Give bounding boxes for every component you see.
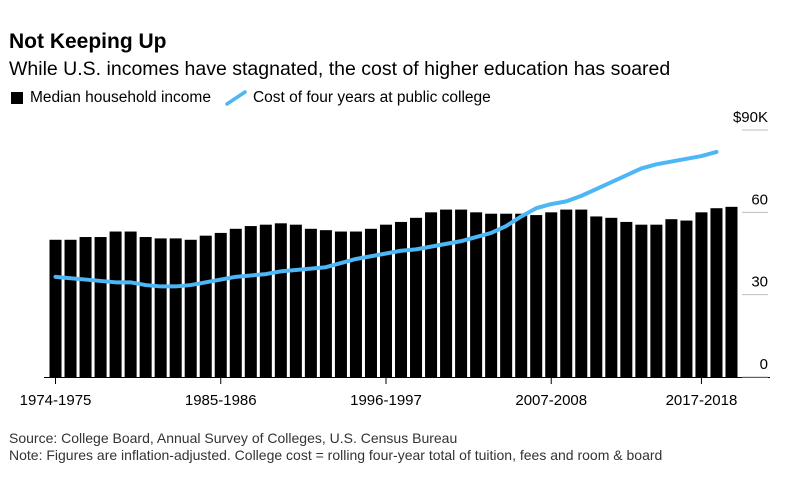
x-tick-label: 1974-1975 <box>20 392 92 409</box>
bar <box>379 224 392 377</box>
y-axis: 0 30 60 $90K <box>733 109 768 378</box>
bar <box>334 231 347 377</box>
bar <box>560 209 573 377</box>
bar <box>364 228 377 377</box>
bar <box>274 223 287 377</box>
bar <box>515 213 528 377</box>
y-tick-label: 0 <box>760 356 768 373</box>
source-note: Source: College Board, Annual Survey of … <box>9 430 458 446</box>
bar <box>695 212 708 377</box>
bar <box>184 239 197 377</box>
bar <box>124 231 137 377</box>
bar <box>635 224 648 377</box>
bar <box>470 212 483 377</box>
bar <box>605 217 618 377</box>
y-tick-label: $90K <box>733 109 768 126</box>
x-tick-label: 2017-2018 <box>666 392 738 409</box>
bar <box>530 215 543 377</box>
bar <box>244 226 257 377</box>
x-tick-label: 2007-2008 <box>515 392 587 409</box>
bar <box>485 213 498 377</box>
bar <box>139 237 152 377</box>
footnote: Note: Figures are inflation-adjusted. Co… <box>9 447 663 463</box>
bar <box>455 209 468 377</box>
bar <box>154 238 167 377</box>
bar <box>710 208 723 377</box>
bar <box>49 239 62 377</box>
bar <box>109 231 122 377</box>
bar <box>319 230 332 377</box>
x-axis: 1974-1975 1985-1986 1996-1997 2007-2008 2017… <box>20 377 770 409</box>
legend-bar-label: Median household income <box>30 89 211 106</box>
legend-bar-swatch <box>11 92 23 104</box>
bar <box>545 212 558 377</box>
bar-series <box>49 206 738 377</box>
cost-line <box>53 149 719 289</box>
bar <box>575 209 588 377</box>
line-series-group <box>53 149 719 289</box>
bar <box>94 237 107 377</box>
bar <box>304 228 317 377</box>
x-tick-label: 1996-1997 <box>350 392 422 409</box>
bar <box>590 216 603 377</box>
bar <box>169 238 182 377</box>
x-tick-label: 1985-1986 <box>185 392 257 409</box>
bar <box>725 206 738 377</box>
bar <box>349 231 362 377</box>
bar <box>64 239 77 377</box>
legend-line-label: Cost of four years at public college <box>252 89 491 106</box>
bar <box>440 209 453 377</box>
bar <box>620 221 633 377</box>
legend-line-swatch <box>225 90 247 106</box>
y-tick-label: 30 <box>751 274 768 291</box>
bar <box>199 235 212 377</box>
bar <box>79 237 92 377</box>
bar <box>665 219 678 377</box>
bar <box>425 212 438 377</box>
y-tick-label: 60 <box>751 191 768 208</box>
chart-subtitle: While U.S. incomes have stagnated, the c… <box>9 58 671 80</box>
bar <box>650 224 663 377</box>
bar <box>289 224 302 377</box>
chart-title: Not Keeping Up <box>9 30 167 53</box>
bar <box>395 221 408 377</box>
bar <box>229 228 242 377</box>
chart-notes: Source: College Board, Annual Survey of … <box>9 430 789 464</box>
legend: Median household income Cost of four yea… <box>11 89 491 107</box>
bar <box>410 217 423 377</box>
bar <box>680 220 693 377</box>
bar <box>500 213 513 377</box>
bar <box>259 224 272 377</box>
bar <box>214 232 227 377</box>
